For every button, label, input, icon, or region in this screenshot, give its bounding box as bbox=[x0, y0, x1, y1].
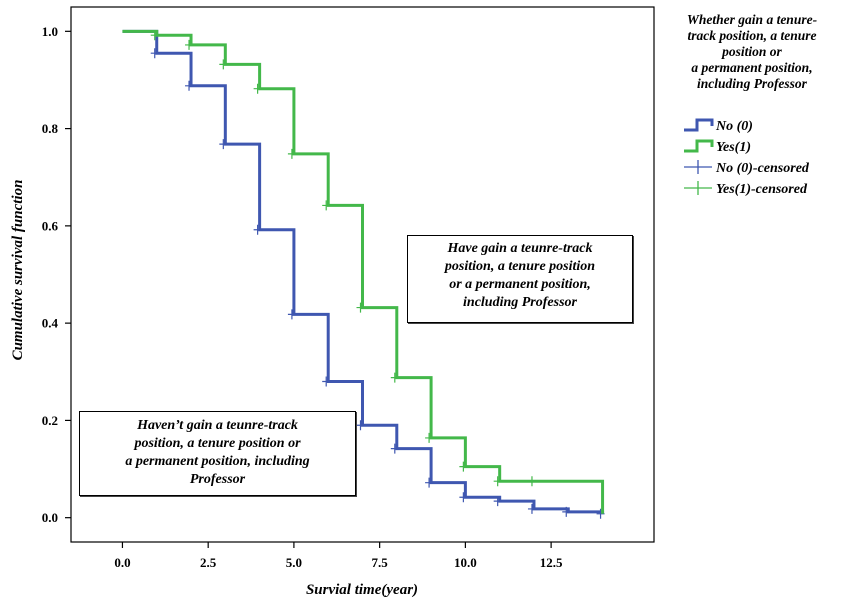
x-tick-label: 10.0 bbox=[454, 555, 477, 570]
censor-mark-yes bbox=[425, 432, 434, 443]
legend-swatch-censor bbox=[684, 181, 712, 195]
x-axis-title: Survial time(year) bbox=[306, 582, 418, 598]
censor-mark-no bbox=[459, 492, 468, 503]
censor-mark-yes bbox=[390, 372, 399, 383]
legend-title-line: track position, a tenure bbox=[687, 28, 816, 43]
censor-mark-yes bbox=[527, 476, 536, 487]
x-tick-label: 0.0 bbox=[114, 555, 130, 570]
y-axis-title: Cumulative survival function bbox=[10, 180, 26, 361]
x-tick-label: 12.5 bbox=[540, 555, 563, 570]
survival-curve-yes bbox=[122, 29, 605, 514]
censor-mark-no bbox=[493, 496, 502, 507]
annotation-no-group: Haven’t gain a teunre-track position, a … bbox=[79, 411, 356, 496]
censor-mark-no bbox=[390, 443, 399, 454]
censor-mark-no bbox=[185, 80, 194, 91]
y-tick-label: 0.0 bbox=[42, 510, 58, 525]
censor-mark-no bbox=[287, 309, 296, 320]
x-tick-label: 2.5 bbox=[200, 555, 217, 570]
legend-label: Yes(1)-censored bbox=[716, 182, 808, 197]
annotation-yes-group: Have gain a teunre-track position, a ten… bbox=[407, 235, 633, 323]
censor-mark-no bbox=[562, 506, 571, 517]
censor-mark-yes bbox=[219, 59, 228, 70]
censor-mark-yes bbox=[150, 30, 159, 41]
series-layer bbox=[122, 29, 605, 519]
censor-mark-no bbox=[527, 503, 536, 514]
y-tick-label: 0.6 bbox=[42, 218, 59, 233]
legend-swatch-step bbox=[684, 139, 714, 153]
censor-mark-no bbox=[596, 508, 605, 519]
y-tick-label: 0.8 bbox=[42, 121, 59, 136]
censor-mark-yes bbox=[287, 148, 296, 159]
legend-title-line: Whether gain a tenure- bbox=[687, 12, 818, 27]
axes-ticks: 0.0 2.5 5.0 7.5 10.0 12.5 0.0 0.2 0.4 0.6 0.8 1.0 bbox=[42, 24, 563, 570]
legend-title-line: a permanent position, bbox=[691, 60, 812, 75]
censor-mark-yes bbox=[253, 83, 262, 94]
censor-mark-no bbox=[322, 376, 331, 387]
censor-mark-no bbox=[425, 477, 434, 488]
censor-mark-yes bbox=[356, 302, 365, 313]
y-tick-label: 0.2 bbox=[42, 413, 58, 428]
censor-mark-yes bbox=[185, 39, 194, 50]
censor-mark-yes bbox=[493, 476, 502, 487]
legend-title-line: position or bbox=[721, 44, 782, 59]
censor-mark-no bbox=[356, 420, 365, 431]
y-tick-label: 1.0 bbox=[42, 24, 58, 39]
legend-title-line: including Professor bbox=[697, 76, 808, 91]
legend-label: Yes(1) bbox=[716, 140, 751, 155]
legend-swatch-step bbox=[684, 118, 714, 132]
censor-mark-yes bbox=[322, 200, 331, 211]
x-tick-label: 7.5 bbox=[372, 555, 389, 570]
y-tick-label: 0.4 bbox=[42, 316, 59, 331]
censor-mark-no bbox=[219, 139, 228, 150]
censor-mark-yes bbox=[459, 461, 468, 472]
censor-mark-no bbox=[150, 48, 159, 59]
legend-swatch-censor bbox=[684, 160, 712, 174]
legend-label: No (0) bbox=[715, 119, 753, 134]
x-tick-label: 5.0 bbox=[286, 555, 302, 570]
legend: Whether gain a tenure-track position, a … bbox=[684, 12, 818, 197]
censor-mark-no bbox=[253, 224, 262, 235]
legend-label: No (0)-censored bbox=[715, 161, 810, 176]
